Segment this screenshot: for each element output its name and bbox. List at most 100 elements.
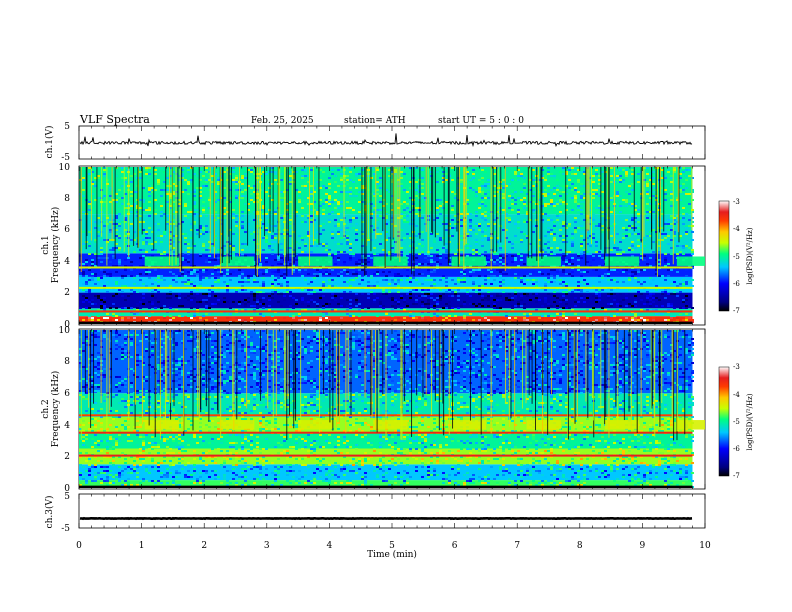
spectrogram-pixel — [631, 317, 634, 319]
spectrogram-pixel — [565, 253, 568, 255]
spectrogram-pixel — [640, 293, 643, 295]
spectrogram-pixel — [631, 219, 634, 221]
spectrogram-pixel — [295, 299, 298, 301]
spectrogram-pixel — [541, 251, 544, 253]
spectrogram-pixel — [634, 305, 637, 307]
spectrogram-pixel — [553, 195, 556, 197]
spectrogram-pixel — [475, 291, 478, 293]
spectrogram-pixel — [505, 213, 508, 215]
spectrogram-pixel — [661, 213, 664, 215]
spectrogram-pixel — [82, 319, 85, 321]
spectrogram-pixel — [607, 293, 610, 295]
spectrogram-pixel — [202, 249, 205, 251]
spectrogram-pixel — [124, 233, 127, 235]
spectrogram-pixel — [382, 305, 385, 307]
spectrogram-pixel — [568, 261, 571, 263]
spectrogram-pixel — [223, 281, 226, 283]
spectrogram-pixel — [274, 225, 277, 227]
spectrogram-pixel — [667, 225, 670, 227]
spectrogram-pixel — [118, 225, 121, 227]
spectrogram-pixel — [172, 247, 175, 249]
spectrogram-pixel — [661, 215, 664, 217]
spectrogram-pixel — [649, 235, 652, 237]
spectrogram-pixel — [172, 273, 175, 275]
spectrogram-pixel — [451, 227, 454, 229]
spectrogram-pixel — [388, 219, 391, 221]
spectrogram-pixel — [523, 189, 526, 191]
spectrogram-pixel — [193, 315, 196, 317]
spectrogram-pixel — [286, 191, 289, 193]
spectrogram-pixel — [109, 221, 112, 223]
spectrogram-pixel — [373, 247, 376, 249]
spectrogram-pixel — [622, 169, 625, 171]
spectrogram-pixel — [97, 309, 100, 311]
spectrogram-pixel — [208, 173, 211, 175]
spectrogram-pixel — [514, 199, 517, 201]
spectrogram-pixel — [337, 215, 340, 217]
spectrogram-pixel — [595, 299, 598, 301]
spectrogram-pixel — [595, 225, 598, 227]
spectrogram-pixel — [547, 273, 550, 275]
spectrogram-pixel — [589, 315, 592, 317]
spectrogram-streak — [293, 167, 295, 264]
spectrogram-pixel — [253, 201, 256, 203]
spectrogram-pixel — [256, 307, 259, 309]
spectrogram-pixel — [562, 295, 565, 297]
spectrogram-pixel — [679, 307, 682, 309]
spectrogram-pixel — [490, 271, 493, 273]
spectrogram-pixel — [493, 173, 496, 175]
spectrogram-pixel — [574, 301, 577, 303]
spectrogram-pixel — [400, 215, 403, 217]
spectrogram-pixel — [187, 269, 190, 271]
spectrogram-pixel — [478, 225, 481, 227]
spectrogram-pixel — [232, 181, 235, 183]
spectrogram-pixel — [610, 293, 613, 295]
spectrogram-pixel — [577, 241, 580, 243]
spectrogram-pixel — [121, 221, 124, 223]
spectrogram-pixel — [460, 279, 463, 281]
spectrogram-pixel — [472, 269, 475, 271]
spectrogram-pixel — [259, 291, 262, 293]
spectrogram-pixel — [160, 247, 163, 249]
spectrogram-pixel — [133, 179, 136, 181]
spectrogram-pixel — [124, 259, 127, 261]
spectrogram-pixel — [430, 315, 433, 317]
spectrogram-pixel — [262, 303, 265, 305]
spectrogram-pixel — [331, 297, 334, 299]
spectrogram-pixel — [544, 285, 547, 287]
ch1-spectrogram-panel: 0 2 4 6 8 10 ch.1 Frequency (kHz) — [41, 163, 706, 330]
spectrogram-pixel — [556, 305, 559, 307]
spectrogram-pixel — [166, 191, 169, 193]
spectrogram-pixel — [628, 279, 631, 281]
spectrogram-pixel — [145, 317, 148, 319]
spectrogram-pixel — [88, 253, 91, 255]
spectrogram-pixel — [88, 301, 91, 303]
spectrogram-pixel — [301, 251, 304, 253]
spectrogram-pixel — [610, 289, 613, 291]
spectrogram-pixel — [181, 271, 184, 273]
spectrogram-pixel — [94, 265, 97, 267]
spectrogram-pixel — [283, 299, 286, 301]
spectrogram-pixel — [193, 297, 196, 299]
spectrogram-pixel — [490, 283, 493, 285]
spectrogram-pixel — [574, 201, 577, 203]
spectrogram-pixel — [337, 203, 340, 205]
spectrogram-pixel — [190, 291, 193, 293]
spectrogram-pixel — [580, 289, 583, 291]
spectrogram-pixel — [409, 201, 412, 203]
spectrogram-pixel — [691, 191, 694, 193]
spectrogram-pixel — [358, 173, 361, 175]
spectrogram-pixel — [355, 181, 358, 183]
spectrogram-pixel — [142, 293, 145, 295]
spectrogram-pixel — [661, 313, 664, 315]
spectrogram-pixel — [160, 195, 163, 197]
spectrogram-pixel — [280, 167, 283, 169]
spectrogram-pixel — [145, 251, 148, 253]
spectrogram-pixel — [685, 303, 688, 305]
spectrogram-pixel — [451, 315, 454, 317]
spectrogram-pixel — [679, 235, 682, 237]
spectrogram-pixel — [124, 229, 127, 231]
spectrogram-pixel — [163, 265, 166, 267]
spectrogram-pixel — [187, 251, 190, 253]
spectrogram-pixel — [532, 169, 535, 171]
